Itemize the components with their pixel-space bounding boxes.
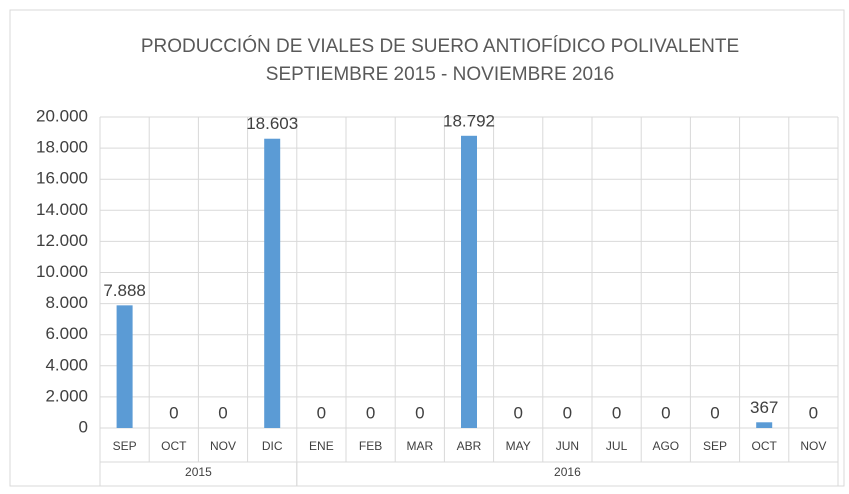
y-tick-label: 12.000 [36, 231, 88, 250]
x-tick-label: FEB [359, 439, 382, 453]
y-tick-label: 14.000 [36, 200, 88, 219]
y-tick-label: 20.000 [36, 106, 88, 125]
x-tick-label: MAY [506, 439, 531, 453]
y-tick-label: 8.000 [45, 293, 88, 312]
x-tick-label: JUN [556, 439, 579, 453]
y-tick-label: 2.000 [45, 386, 88, 405]
data-label: 0 [317, 403, 326, 422]
group-label: 2016 [554, 465, 581, 479]
x-tick-label: OCT [161, 439, 187, 453]
data-label: 0 [366, 403, 375, 422]
data-label: 0 [169, 403, 178, 422]
y-tick-label: 6.000 [45, 324, 88, 343]
data-label: 7.888 [103, 281, 146, 300]
x-tick-label: AGO [652, 439, 679, 453]
bar [116, 305, 133, 428]
bar [461, 135, 477, 428]
data-label: 18.792 [443, 111, 495, 130]
group-label: 2015 [185, 465, 212, 479]
data-label: 18.603 [246, 114, 298, 133]
y-tick-label: 18.000 [36, 138, 88, 157]
x-tick-label: JUL [606, 439, 628, 453]
data-label: 0 [710, 403, 719, 422]
x-tick-label: NOV [800, 439, 826, 453]
x-tick-label: OCT [752, 439, 778, 453]
data-label: 0 [513, 403, 522, 422]
y-tick-label: 4.000 [45, 355, 88, 374]
y-tick-label: 16.000 [36, 169, 88, 188]
data-label: 0 [563, 403, 572, 422]
data-label: 0 [809, 403, 818, 422]
x-tick-label: NOV [210, 439, 236, 453]
data-label: 0 [415, 403, 424, 422]
bar [756, 422, 773, 428]
x-tick-label: DIC [262, 439, 283, 453]
x-tick-label: ABR [457, 439, 482, 453]
y-tick-label: 10.000 [36, 262, 88, 281]
x-tick-label: SEP [113, 439, 137, 453]
data-label: 367 [750, 398, 778, 417]
x-tick-label: ENE [309, 439, 334, 453]
bar [264, 138, 281, 429]
data-label: 0 [218, 403, 227, 422]
x-tick-label: MAR [406, 439, 433, 453]
data-label: 0 [661, 403, 670, 422]
x-tick-label: SEP [703, 439, 727, 453]
chart-title: PRODUCCIÓN DE VIALES DE SUERO ANTIOFÍDIC… [141, 35, 739, 57]
y-tick-label: 0 [79, 417, 88, 436]
data-label: 0 [612, 403, 621, 422]
chart-subtitle: SEPTIEMBRE 2015 - NOVIEMBRE 2016 [266, 64, 614, 85]
